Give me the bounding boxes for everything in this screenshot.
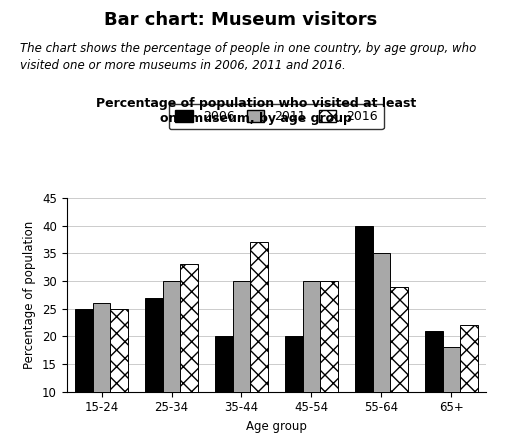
X-axis label: Age group: Age group — [246, 420, 307, 433]
Bar — [163, 281, 180, 440]
Bar — [180, 264, 198, 440]
Bar — [443, 347, 460, 440]
Text: visited one or more museums in 2006, 2011 and 2016.: visited one or more museums in 2006, 201… — [20, 59, 346, 73]
Bar — [303, 281, 320, 440]
Bar — [110, 308, 128, 440]
Bar — [93, 303, 110, 440]
Bar — [390, 286, 408, 440]
Bar — [460, 325, 478, 440]
Text: Percentage of population who visited at least
one museum, by age group: Percentage of population who visited at … — [96, 97, 416, 125]
Text: Bar chart: Museum visitors: Bar chart: Museum visitors — [104, 11, 377, 29]
Bar — [75, 308, 93, 440]
Bar — [285, 336, 303, 440]
Legend: 2006, 2011, 2016: 2006, 2011, 2016 — [169, 103, 384, 129]
Bar — [215, 336, 233, 440]
Bar — [145, 297, 163, 440]
Bar — [355, 226, 373, 440]
Bar — [373, 253, 390, 440]
Y-axis label: Percentage of population: Percentage of population — [24, 221, 36, 369]
Bar — [425, 331, 443, 440]
Bar — [233, 281, 250, 440]
Text: The chart shows the percentage of people in one country, by age group, who: The chart shows the percentage of people… — [20, 42, 477, 55]
Bar — [320, 281, 338, 440]
Bar — [250, 242, 268, 440]
